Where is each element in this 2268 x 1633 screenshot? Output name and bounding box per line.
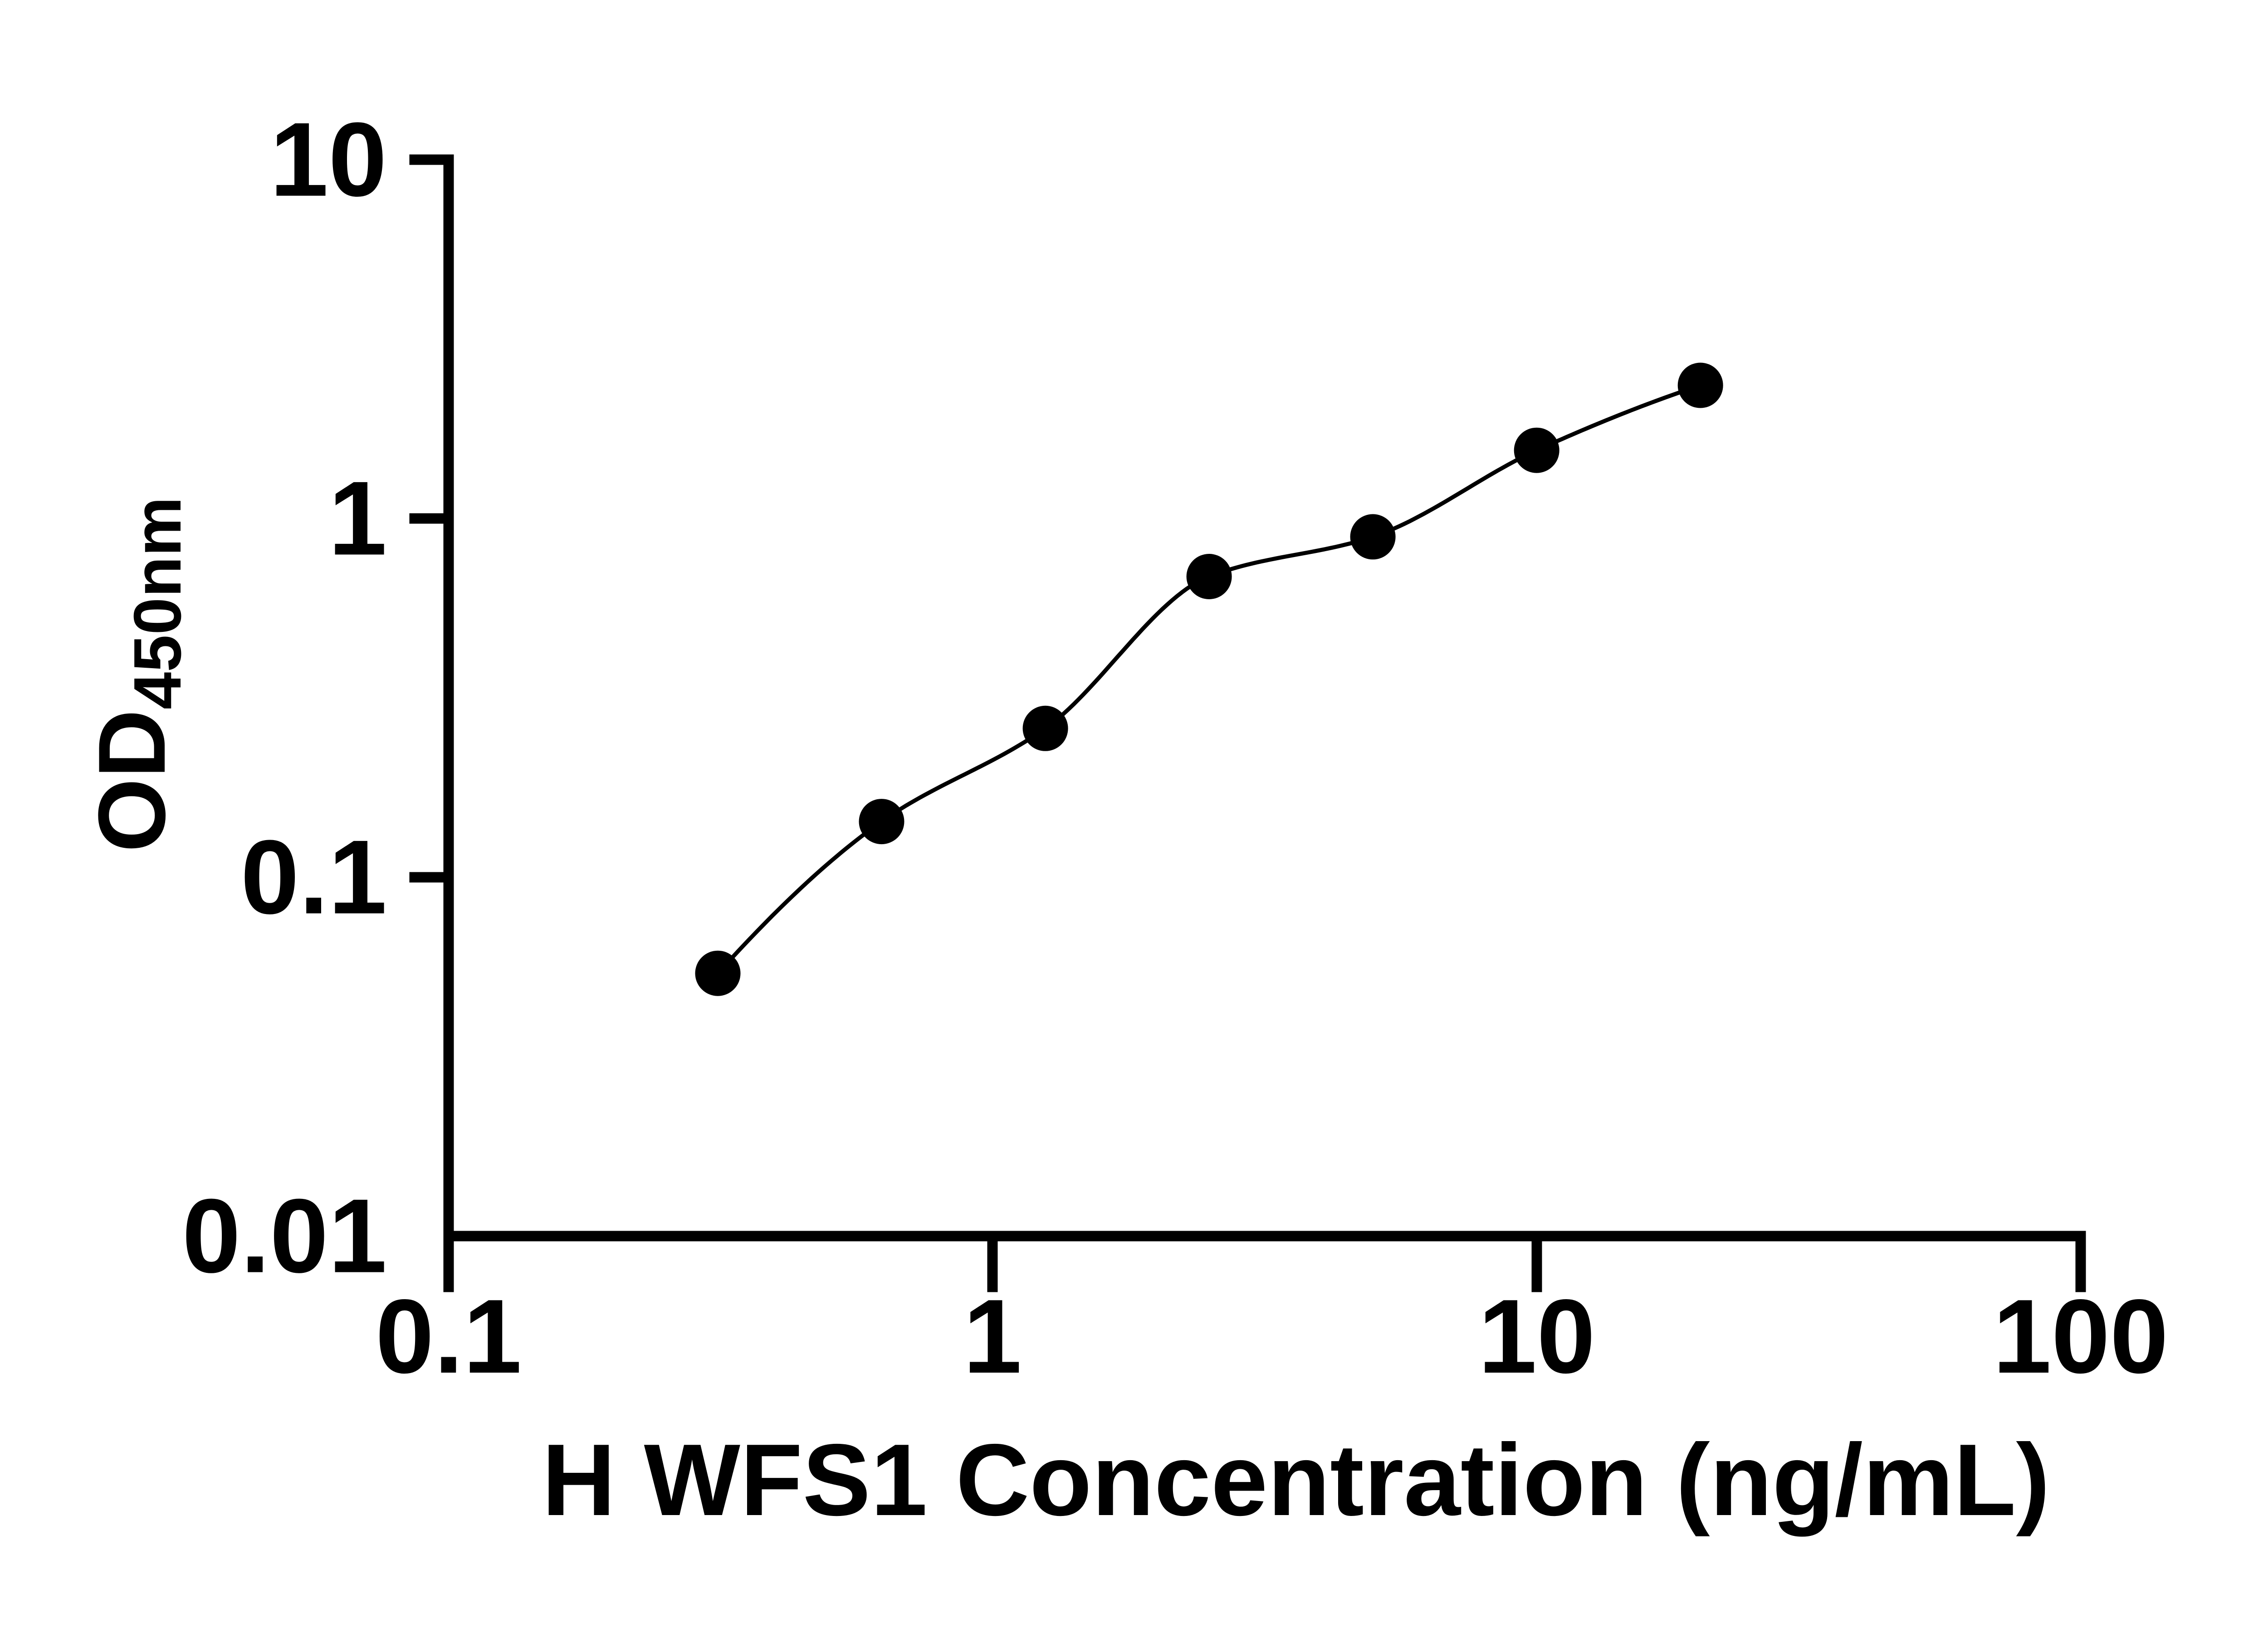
svg-text:1: 1 xyxy=(963,1278,1022,1395)
svg-text:100: 100 xyxy=(1993,1278,2168,1395)
svg-text:0.1: 0.1 xyxy=(240,819,387,936)
svg-text:10: 10 xyxy=(1478,1278,1595,1395)
svg-text:10: 10 xyxy=(270,101,387,219)
svg-text:0.01: 0.01 xyxy=(182,1178,387,1295)
svg-text:1: 1 xyxy=(328,460,387,577)
svg-text:H WFS1 Concentration (ng/mL): H WFS1 Concentration (ng/mL) xyxy=(542,1423,2050,1537)
svg-text:0.1: 0.1 xyxy=(376,1278,522,1395)
